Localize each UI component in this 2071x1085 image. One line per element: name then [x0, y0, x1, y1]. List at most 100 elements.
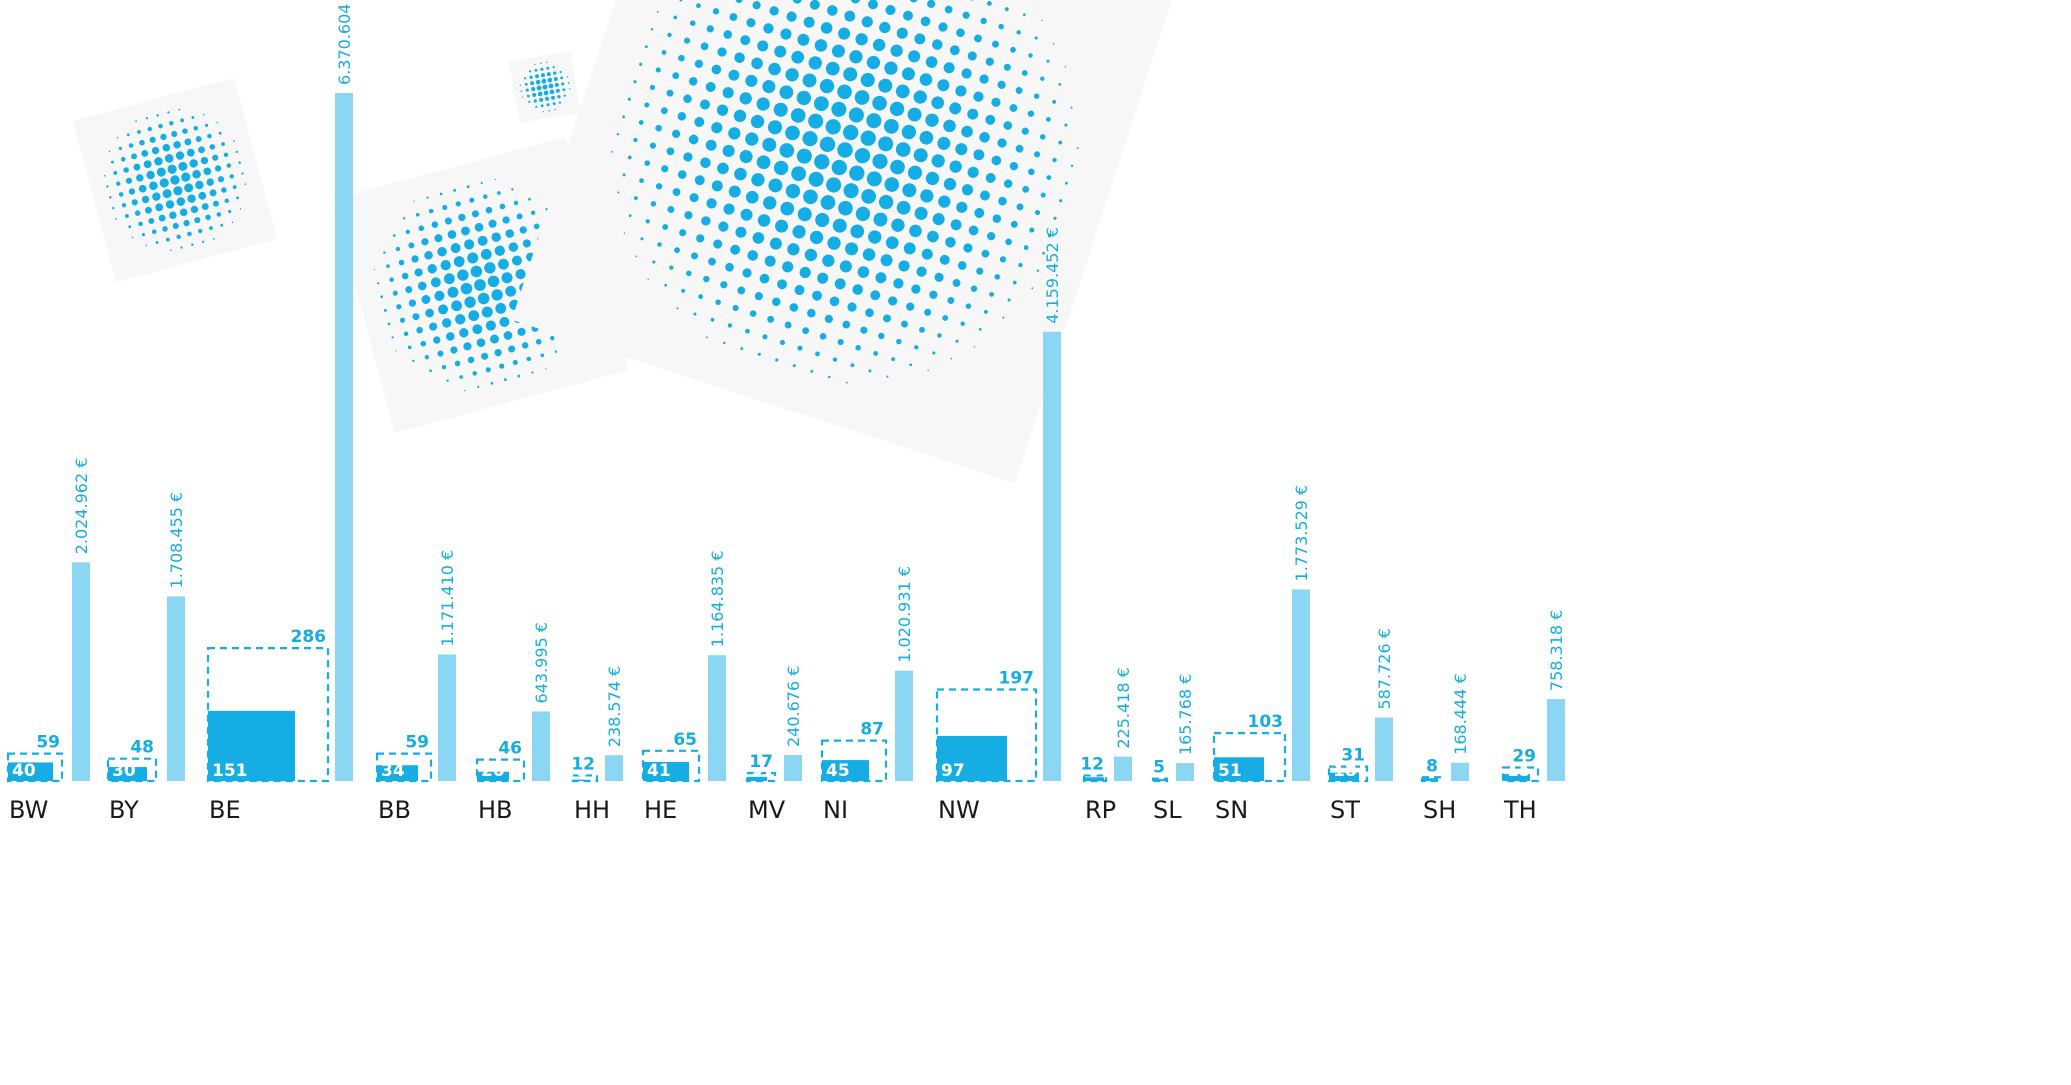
amount-label: 643.995 € [532, 622, 551, 703]
total-label: 17 [749, 752, 773, 772]
total-label: 87 [860, 720, 884, 740]
amount-label: 240.676 € [784, 666, 803, 747]
state-label: ST [1330, 796, 1360, 824]
halftone-square [511, 0, 1179, 484]
count-label: 20 [481, 761, 505, 781]
count-bar [1214, 757, 1264, 781]
state-label: HB [478, 796, 513, 824]
total-label: 8 [1426, 756, 1438, 776]
count-bar [477, 771, 509, 781]
amount-label: 1.708.455 € [167, 492, 186, 589]
count-bar [1152, 779, 1167, 781]
amount-bar [708, 655, 726, 781]
count-bar [747, 776, 767, 781]
amount-label: 758.318 € [1547, 610, 1566, 691]
state-label: BE [209, 796, 241, 824]
count-label: 18 [1333, 761, 1357, 781]
count-label: 40 [12, 761, 36, 781]
count-bar [643, 761, 689, 781]
total-label: 48 [130, 738, 154, 758]
total-label: 5 [1153, 758, 1165, 778]
amount-label: 1.020.931 € [895, 566, 914, 663]
total-label: 65 [673, 730, 697, 750]
state-label: SN [1215, 796, 1248, 824]
amount-label: 225.418 € [1114, 667, 1133, 748]
total-label: 286 [291, 627, 327, 647]
count-label: 41 [647, 761, 671, 781]
amount-label: 168.444 € [1451, 673, 1470, 754]
count-bar [8, 762, 53, 781]
count-bar [573, 779, 585, 781]
amount-bar [72, 562, 90, 781]
state-label: SH [1423, 796, 1456, 824]
state-label: HH [574, 796, 610, 824]
state-label: TH [1503, 796, 1537, 824]
count-label: 15 [1507, 761, 1531, 781]
amount-bar [1292, 589, 1310, 781]
count-bar [822, 760, 869, 781]
count-bar [937, 735, 1007, 781]
total-label: 59 [405, 733, 429, 753]
count-label: 4 [1156, 761, 1168, 781]
state-label: NW [938, 796, 980, 824]
amount-bar [1043, 331, 1061, 781]
state-label: BY [109, 796, 139, 824]
count-bar [108, 767, 147, 781]
total-label: 12 [571, 754, 595, 774]
amount-label: 4.159.452 € [1043, 227, 1062, 324]
count-bar [1503, 774, 1530, 781]
halftone-decorations [72, 0, 1179, 484]
amount-label: 6.370.604 € [335, 0, 354, 85]
count-bar [1329, 772, 1359, 781]
state-label: SL [1153, 796, 1182, 824]
amount-label: 1.773.529 € [1292, 485, 1311, 582]
amount-label: 1.164.835 € [708, 550, 727, 647]
halftone-square [509, 51, 581, 123]
count-bar [377, 765, 418, 781]
count-label: 97 [941, 761, 965, 781]
amount-bar [532, 711, 550, 781]
total-outline-bar [475, 758, 526, 783]
count-label: 151 [212, 761, 248, 781]
total-label: 59 [36, 733, 60, 753]
total-label: 31 [1341, 746, 1365, 766]
count-label: 6 [1426, 761, 1438, 781]
amount-label: 165.768 € [1176, 674, 1195, 755]
state-label: RP [1085, 796, 1116, 824]
count-bar [208, 710, 295, 781]
halftone-square [72, 77, 278, 283]
amount-bar [1114, 756, 1132, 781]
amount-bar [605, 755, 623, 781]
count-bar [1084, 777, 1104, 781]
state-label: BW [9, 796, 48, 824]
count-label: 8 [1088, 761, 1100, 781]
amount-bar [1451, 762, 1469, 781]
state-label: HE [644, 796, 677, 824]
amount-bar [784, 755, 802, 781]
total-label: 29 [1512, 747, 1536, 767]
amount-bar [1176, 763, 1194, 781]
total-outline-bar [106, 757, 158, 783]
total-label: 197 [999, 668, 1035, 688]
count-label: 9 [751, 761, 763, 781]
count-label: 3 [577, 761, 589, 781]
amount-bar [1375, 717, 1393, 781]
amount-label: 2.024.962 € [72, 458, 91, 555]
state-label: NI [823, 796, 848, 824]
total-label: 103 [1248, 712, 1284, 732]
state-label: MV [748, 796, 786, 824]
count-label: 30 [112, 761, 136, 781]
amount-label: 238.574 € [605, 666, 624, 747]
total-label: 12 [1080, 754, 1104, 774]
count-bar [1422, 778, 1438, 781]
amount-bar [335, 92, 353, 781]
amount-bar [438, 654, 456, 781]
amount-bar [1547, 699, 1565, 781]
count-label: 45 [826, 761, 850, 781]
amount-bar [895, 670, 913, 781]
amount-label: 587.726 € [1375, 628, 1394, 709]
amount-label: 1.171.410 € [438, 550, 457, 647]
state-label: BB [378, 796, 411, 824]
